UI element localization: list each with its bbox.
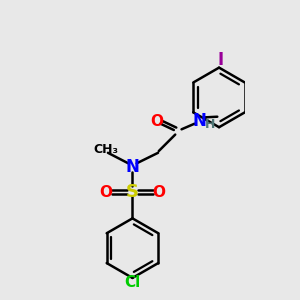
Text: H: H <box>204 118 215 131</box>
Text: O: O <box>100 184 113 200</box>
Text: CH₃: CH₃ <box>94 143 119 156</box>
Text: S: S <box>126 183 139 201</box>
Text: Cl: Cl <box>124 275 141 290</box>
Text: N: N <box>193 112 207 130</box>
Text: O: O <box>150 114 163 129</box>
Text: O: O <box>152 184 165 200</box>
Text: N: N <box>125 158 140 176</box>
Text: I: I <box>218 51 224 69</box>
